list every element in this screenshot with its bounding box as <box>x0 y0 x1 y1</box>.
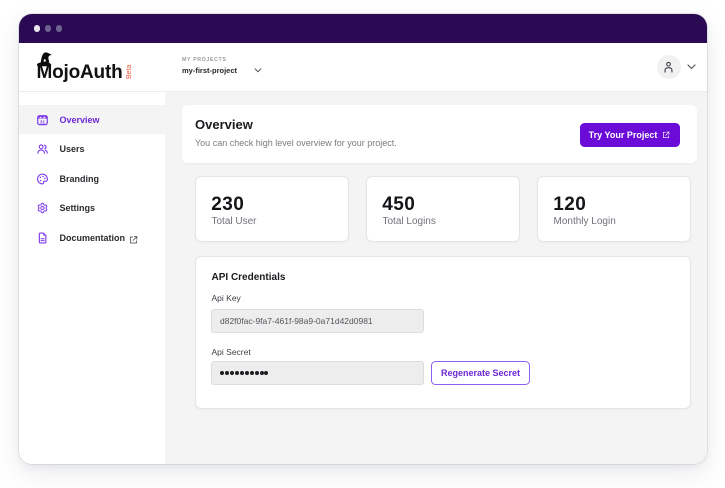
svg-text:31: 31 <box>40 119 46 124</box>
